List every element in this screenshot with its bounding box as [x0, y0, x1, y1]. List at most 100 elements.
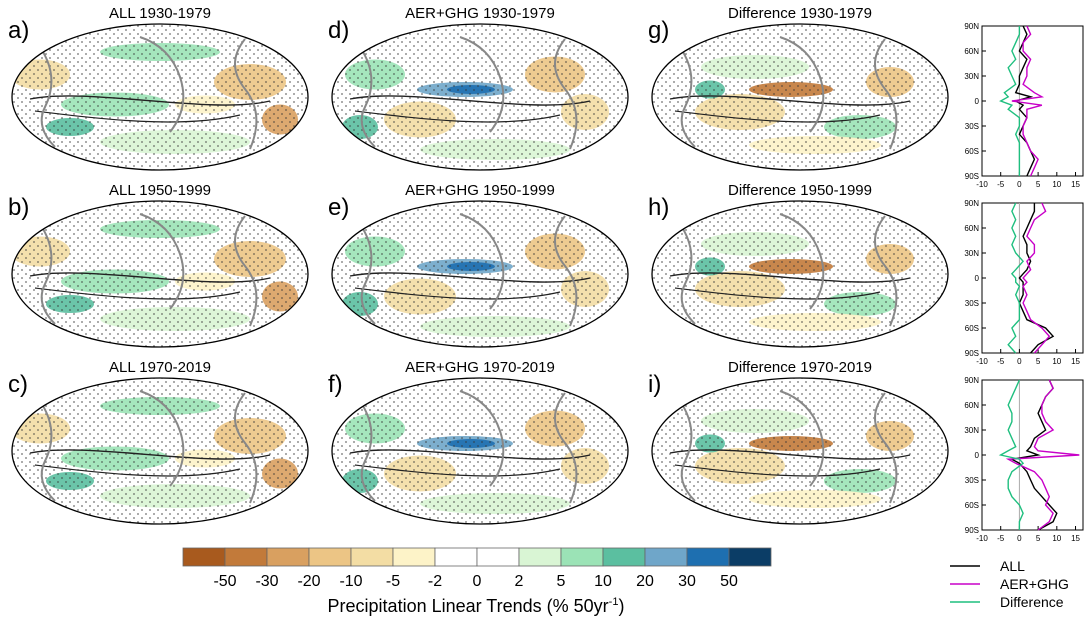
colorbar-label: 20: [636, 573, 654, 590]
map-outline: [11, 377, 309, 525]
colorbar-label: -30: [255, 573, 278, 590]
itcz-contour: [34, 110, 241, 123]
panel-title: ALL 1950-1999: [109, 182, 211, 199]
y-tick-label: 0: [975, 274, 980, 283]
coastline: [359, 223, 376, 325]
colorbar-swatch: [182, 547, 226, 567]
colorbar-swatch: [560, 547, 604, 567]
colorbar-label: 50: [720, 573, 738, 590]
itcz-contour: [674, 464, 881, 477]
colorbar-title: Precipitation Linear Trends (% 50yr-1): [328, 596, 625, 616]
coastline: [779, 390, 825, 487]
coastline: [554, 38, 578, 150]
x-tick-label: 0: [1017, 534, 1022, 543]
y-tick-label: 60N: [964, 47, 979, 56]
coastline: [459, 36, 505, 133]
coastline: [459, 390, 505, 487]
coastline: [874, 392, 898, 504]
colorbar-swatch: [266, 547, 310, 567]
stippling: [332, 201, 628, 347]
y-tick-label: 60S: [965, 324, 979, 333]
series-line: [1007, 202, 1025, 354]
y-tick-label: 30N: [964, 426, 979, 435]
colorbar-swatch: [518, 547, 562, 567]
itcz-contour: [354, 464, 561, 477]
colorbar-swatch: [308, 547, 352, 567]
colorbar-label: 5: [557, 573, 566, 590]
y-tick-label: 60N: [964, 224, 979, 233]
x-tick-label: 5: [1036, 357, 1041, 366]
map-outline: [651, 377, 949, 525]
y-tick-label: 30S: [965, 122, 979, 131]
colorbar-swatch: [686, 547, 730, 567]
x-tick-label: -5: [997, 180, 1005, 189]
y-tick-label: 60N: [964, 401, 979, 410]
x-tick-label: 0: [1017, 180, 1022, 189]
y-tick-label: 30N: [964, 249, 979, 258]
itcz-contour: [29, 95, 271, 106]
coastline: [679, 223, 696, 325]
y-tick-label: 30N: [964, 72, 979, 81]
panel-title: Difference 1950-1999: [728, 182, 872, 199]
y-tick-label: 30S: [965, 299, 979, 308]
coastline: [39, 46, 56, 148]
map-panel: AER+GHG 1930-1979 d): [328, 5, 629, 171]
profile-frame: [981, 379, 1084, 531]
itcz-contour: [674, 287, 881, 300]
legend-label: AER+GHG: [1000, 576, 1069, 592]
itcz-contour: [669, 272, 911, 283]
y-tick-label: 30S: [965, 476, 979, 485]
profile-frame: [981, 25, 1084, 177]
itcz-contour: [29, 449, 271, 460]
itcz-contour: [354, 287, 561, 300]
map-outline: [651, 200, 949, 348]
colorbar-swatch: [392, 547, 436, 567]
itcz-contour: [34, 464, 241, 477]
series-line: [998, 379, 1025, 530]
panel-letter: a): [8, 17, 29, 44]
colorbar-swatch: [224, 547, 268, 567]
y-tick-label: 90N: [964, 199, 979, 208]
stippling: [332, 378, 628, 524]
colorbar-label: -50: [213, 573, 236, 590]
coastline: [779, 213, 825, 310]
map-outline: [11, 23, 309, 171]
map-outline: [331, 200, 629, 348]
legend-label: ALL: [1000, 558, 1025, 574]
panel-title: AER+GHG 1930-1979: [405, 5, 555, 22]
panel-letter: h): [648, 194, 669, 221]
x-tick-label: -10: [976, 357, 988, 366]
coastline: [554, 392, 578, 504]
profile-frame: [981, 202, 1084, 354]
colorbar-swatch: [476, 547, 520, 567]
y-tick-label: 90N: [964, 22, 979, 31]
series-line: [1018, 203, 1055, 354]
panel-title: Difference 1970-2019: [728, 359, 872, 376]
colorbar-label: -10: [339, 573, 362, 590]
itcz-contour: [674, 110, 881, 123]
panel-letter: g): [648, 17, 669, 44]
coastline: [234, 215, 258, 327]
x-tick-label: -5: [997, 534, 1005, 543]
map-outline: [331, 377, 629, 525]
itcz-contour: [669, 95, 911, 106]
zonal-profile: 90N 60N 30N 0 30S 60S 90S-10 -5 0 5 10 15: [964, 376, 1084, 543]
series-line: [999, 26, 1021, 176]
panel-title: AER+GHG 1950-1999: [405, 182, 555, 199]
colorbar-label: -20: [297, 573, 320, 590]
x-tick-label: 5: [1036, 180, 1041, 189]
coastline: [679, 400, 696, 502]
panel-letter: b): [8, 194, 29, 221]
itcz-contour: [669, 449, 911, 460]
map-panel: ALL 1950-1999 b): [8, 182, 309, 348]
series-line: [1011, 25, 1045, 177]
panel-title: Difference 1930-1979: [728, 5, 872, 22]
map-panel: AER+GHG 1970-2019 f): [328, 359, 629, 525]
y-tick-label: 60S: [965, 147, 979, 156]
colorbar-label: 10: [594, 573, 612, 590]
colorbar-label: 30: [678, 573, 696, 590]
itcz-contour: [349, 95, 591, 106]
x-tick-label: 0: [1017, 357, 1022, 366]
coastline: [874, 215, 898, 327]
